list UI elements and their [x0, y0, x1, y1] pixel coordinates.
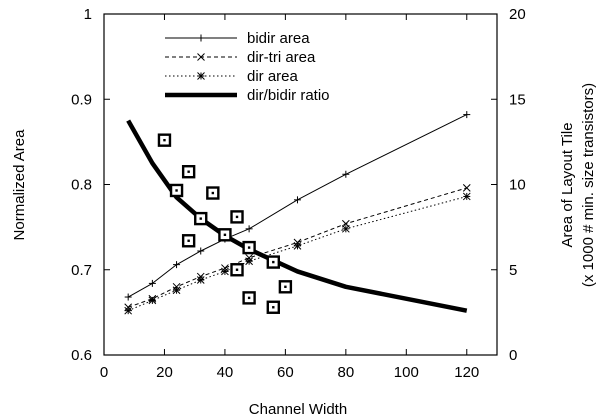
data-point: [194, 211, 208, 226]
data-point: [197, 53, 205, 61]
data-point: [218, 228, 232, 242]
legend-label: dir-tri area: [247, 49, 316, 66]
data-point: [342, 170, 350, 178]
legend-item: dir/bidir ratio: [165, 87, 330, 104]
legend-item: dir area: [165, 68, 299, 85]
y-left-tick-label: 0.6: [71, 347, 92, 364]
data-point: [221, 267, 229, 276]
legend-label: bidir area: [247, 30, 310, 47]
x-tick-label: 120: [454, 364, 479, 381]
y-axis-title-right-line1: Area of Layout Tile: [559, 122, 576, 247]
x-tick-label: 100: [394, 364, 419, 381]
data-point: [172, 286, 181, 295]
data-point: [124, 306, 133, 315]
data-point: [173, 261, 181, 269]
data-point: [245, 225, 253, 233]
y-right-tick-label: 10: [509, 177, 526, 194]
data-point: [206, 186, 220, 200]
data-point: [462, 192, 471, 201]
series-layer: [124, 111, 471, 315]
data-point: [148, 296, 157, 305]
data-point: [245, 257, 253, 266]
data-point: [196, 276, 205, 284]
data-point: [462, 184, 471, 192]
data-point: [242, 240, 256, 255]
x-axis-title: Channel Width: [249, 401, 347, 418]
series-scatter: [157, 133, 293, 314]
legend-label: dir/bidir ratio: [247, 87, 330, 104]
data-point: [197, 247, 205, 255]
data-point: [293, 242, 302, 250]
series-dir-bidir-ratio: [126, 119, 468, 313]
y-axis-title-right-line2: (x 1000 # min. size transistors): [580, 83, 597, 287]
data-point: [181, 165, 196, 179]
y-left-tick-label: 0.9: [71, 91, 92, 108]
y-left-tick-label: 0.8: [71, 177, 92, 194]
data-point: [230, 263, 244, 277]
data-point: [230, 210, 244, 224]
data-point: [169, 183, 184, 198]
y-right-tick-label: 5: [509, 262, 517, 279]
data-point: [197, 34, 205, 42]
data-point: [157, 133, 172, 147]
x-tick-label: 40: [217, 364, 234, 381]
data-point: [266, 300, 280, 314]
series-dir-area: [124, 192, 471, 315]
legend-label: dir area: [247, 68, 299, 85]
data-point: [463, 111, 471, 119]
data-point: [341, 224, 350, 233]
series-line: [126, 119, 468, 313]
legend-item: dir-tri area: [165, 49, 316, 66]
x-tick-label: 60: [277, 364, 294, 381]
data-point: [278, 280, 293, 294]
data-point: [242, 291, 256, 305]
y-left-tick-label: 0.7: [71, 262, 92, 279]
x-tick-label: 0: [100, 364, 108, 381]
x-tick-label: 20: [156, 364, 173, 381]
legend-item: bidir area: [165, 30, 310, 47]
x-tick-label: 80: [338, 364, 355, 381]
y-left-tick-label: 1: [84, 6, 92, 23]
data-point: [124, 293, 132, 301]
y-axis-title-left: Normalized Area: [11, 129, 28, 241]
y-right-tick-label: 20: [509, 6, 526, 23]
y-right-tick-label: 15: [509, 91, 526, 108]
data-point: [181, 234, 196, 248]
legend: bidir area dir-tri area dir area dir/bidir …: [165, 30, 330, 104]
y-right-tick-label: 0: [509, 347, 517, 364]
data-point: [197, 72, 205, 80]
data-point: [148, 279, 156, 287]
data-point: [266, 255, 280, 269]
data-point: [293, 196, 301, 204]
series-line: [127, 195, 467, 312]
